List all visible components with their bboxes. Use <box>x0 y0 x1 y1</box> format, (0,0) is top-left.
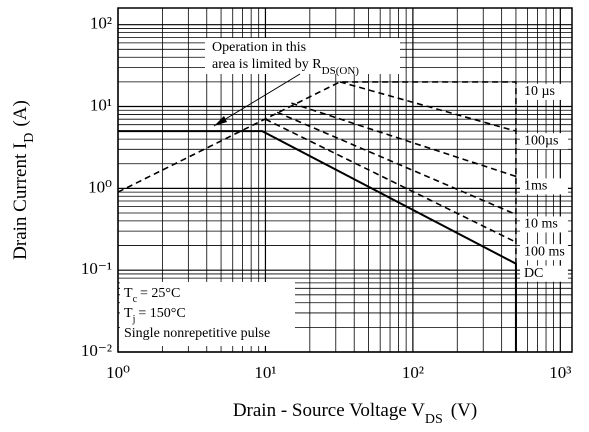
note-rest: = 25°C <box>140 286 180 301</box>
series-label-bg <box>519 83 568 100</box>
x-tick-label: 10⁰ <box>106 363 130 382</box>
note-main: T <box>124 286 133 301</box>
y-tick-label: 10⁻¹ <box>81 259 112 278</box>
series-label: 100µs <box>524 133 559 148</box>
series-line <box>117 81 517 352</box>
note-main: Single nonrepetitive pulse <box>124 326 270 341</box>
annotation-text: area is limited by R <box>212 57 322 72</box>
y-axis-label-sub: D <box>22 133 37 143</box>
notes-bg <box>120 282 295 346</box>
series-label: 100 ms <box>524 244 565 259</box>
series-line <box>118 130 517 352</box>
x-axis-label-tail: (V) <box>451 400 477 421</box>
y-tick-label: 10⁻² <box>81 341 112 360</box>
series-label: 1ms <box>524 179 547 194</box>
annotation-arrow <box>213 73 301 127</box>
series-label-bg <box>519 216 568 233</box>
y-tick-label: 10¹ <box>90 95 112 114</box>
series-line <box>276 111 517 216</box>
series-line <box>339 81 517 132</box>
note-main: T <box>124 306 133 321</box>
x-tick-label: 10¹ <box>254 363 276 382</box>
y-axis-label: Drain Current ID (A) <box>10 100 36 260</box>
annotation-text: area is limited by RDS(ON) <box>212 57 359 76</box>
x-axis-label: Drain - Source Voltage VDS (V) <box>233 400 477 426</box>
y-axis-label-tail: (A) <box>10 100 31 126</box>
x-axis-label-main: Drain - Source Voltage V <box>233 400 425 421</box>
note: Tj = 150°C <box>124 306 186 325</box>
y-tick-label: 10⁰ <box>88 177 112 196</box>
y-axis-label-main: Drain Current I <box>10 143 31 260</box>
series-label: 10 ms <box>524 217 558 232</box>
x-axis-label-sub: DS <box>425 412 443 427</box>
series-label-bg <box>519 265 568 282</box>
annotation-bg <box>205 38 400 74</box>
note-sub: j <box>132 314 136 325</box>
x-tick-label: 10² <box>402 363 424 382</box>
note: Tc = 25°C <box>124 286 180 305</box>
series-label-bg <box>519 244 568 261</box>
plot-frame <box>117 7 573 353</box>
series-label-bg <box>519 133 568 150</box>
series-label-bg <box>519 178 568 195</box>
series-label: 10 µs <box>524 84 555 99</box>
note-rest: = 150°C <box>138 306 185 321</box>
annotation-sub: DS(ON) <box>322 65 360 77</box>
annotation-text: Operation in this <box>212 40 306 55</box>
x-tick-label: 10³ <box>549 363 571 382</box>
series-line <box>265 118 517 243</box>
note-sub: c <box>133 294 138 305</box>
annotation-arrowhead <box>214 116 227 126</box>
note: Single nonrepetitive pulse <box>124 326 270 341</box>
series-label: DC <box>524 266 543 281</box>
y-tick-label: 10² <box>90 14 112 33</box>
